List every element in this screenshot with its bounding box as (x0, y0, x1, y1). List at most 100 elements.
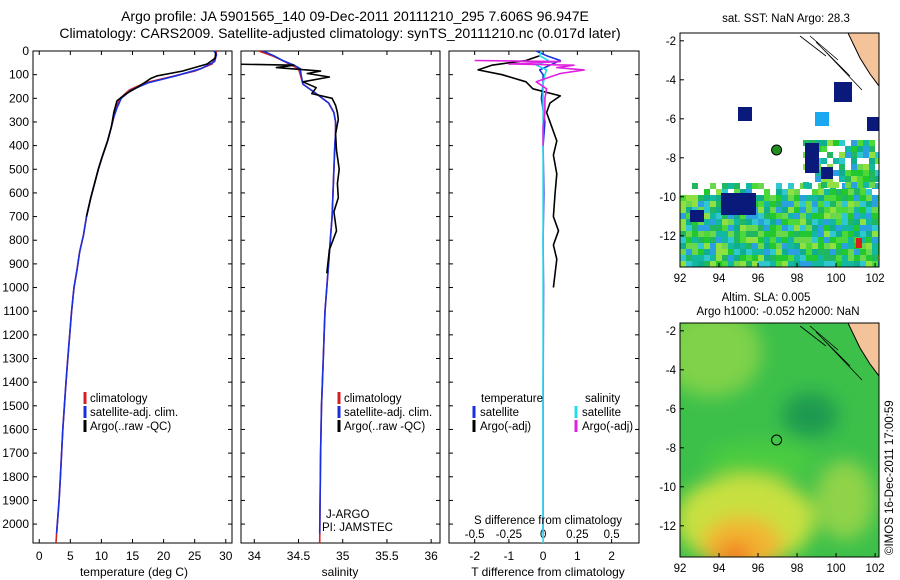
sst-cell (800, 225, 806, 231)
sst-cell (836, 213, 842, 219)
sla-map-ticks: 92 94 96 98 100 102 -2 -4 -6 -8 -10 -12 (659, 326, 884, 575)
sst-cell (770, 201, 776, 207)
sst-cell (839, 152, 845, 158)
sst-cell (872, 243, 878, 249)
sst-cell (866, 261, 872, 267)
sst-cell (806, 231, 812, 237)
sst-cell (758, 243, 764, 249)
sst-cell (830, 201, 836, 207)
map-y-tick-label: -4 (666, 75, 677, 87)
sst-cell (848, 225, 854, 231)
sst-cell (842, 201, 848, 207)
sst-cell (821, 140, 827, 146)
sst-cell (716, 255, 722, 261)
sst-cell (794, 207, 800, 213)
x-tick-label: 34.5 (287, 549, 311, 563)
sst-cell (839, 140, 845, 146)
sst-cell (800, 213, 806, 219)
sst-cell (854, 213, 860, 219)
sst-cell (740, 237, 746, 243)
sst-cell (800, 243, 806, 249)
sst-cell (686, 237, 692, 243)
sst-cell (839, 176, 845, 182)
sst-cell (851, 146, 857, 152)
sst-cell (863, 182, 869, 188)
sst-cell (860, 261, 866, 267)
sst-cell (704, 261, 710, 267)
sst-cell (728, 225, 734, 231)
sst-cell (686, 207, 692, 213)
sst-cell (848, 219, 854, 225)
sst-cell (812, 201, 818, 207)
sst-cell (734, 213, 740, 219)
sst-cell (776, 207, 782, 213)
sst-cell (830, 189, 836, 195)
sst-cell (752, 183, 758, 189)
series-line-climatology (258, 51, 337, 543)
sst-cell (764, 195, 770, 201)
sst-cell (794, 243, 800, 249)
difference-panel: -2 -1 0 1 2-0.5 -0.25 0 0.25 0.5 S difference fr… (448, 50, 640, 579)
sst-cell (704, 213, 710, 219)
sst-cell (812, 207, 818, 213)
sst-cell (788, 249, 794, 255)
sst-cell (776, 201, 782, 207)
sst-cell-missing (721, 193, 756, 215)
sst-cell (869, 152, 875, 158)
sst-cell (770, 261, 776, 267)
sst-cell (812, 237, 818, 243)
sst-cell (818, 201, 824, 207)
sst-cell (806, 243, 812, 249)
difference-plot-frame (448, 50, 640, 544)
sst-cell (752, 219, 758, 225)
sla-map-frame (679, 322, 880, 558)
sst-cell (704, 207, 710, 213)
sst-cell (782, 255, 788, 261)
temperature-legend: climatology satellite-adj. clim. Argo(..… (83, 392, 178, 433)
sst-cell (692, 225, 698, 231)
sst-cell (833, 140, 839, 146)
sst-cell (848, 249, 854, 255)
sst-cell (728, 249, 734, 255)
sst-cell (680, 261, 686, 267)
sst-cell (806, 261, 812, 267)
sst-cell (866, 195, 872, 201)
sst-cell (686, 201, 692, 207)
sst-cell (788, 255, 794, 261)
sst-cell (788, 261, 794, 267)
sst-cell (776, 231, 782, 237)
sst-cell (812, 213, 818, 219)
sst-cell (824, 189, 830, 195)
sst-cell (722, 225, 728, 231)
sst-cell (782, 243, 788, 249)
sst-cell (872, 249, 878, 255)
sst-cell (770, 207, 776, 213)
sst-cell (851, 176, 857, 182)
series-line-temperature-satellite (535, 51, 562, 534)
sst-cell (869, 176, 875, 182)
sst-cell (875, 170, 879, 176)
sst-cell (764, 249, 770, 255)
sst-cell (863, 176, 869, 182)
x-tick-label-temperature: -1 (504, 549, 515, 563)
sst-cell (740, 219, 746, 225)
sla-blob (705, 442, 815, 478)
sst-cell (863, 170, 869, 176)
sst-cell (776, 195, 782, 201)
sst-cell (818, 207, 824, 213)
sst-cell (680, 225, 686, 231)
sst-cell (794, 237, 800, 243)
sst-cell (815, 112, 829, 126)
sst-cell (821, 158, 827, 164)
sst-cell (758, 201, 764, 207)
sst-cell (869, 164, 875, 170)
sst-cell (794, 255, 800, 261)
sst-cell (857, 152, 863, 158)
series-line-climatology (55, 51, 218, 543)
sst-cell (866, 225, 872, 231)
sst-cell (806, 237, 812, 243)
sst-cell (842, 255, 848, 261)
sst-cell (764, 237, 770, 243)
sst-cell (710, 261, 716, 267)
map-x-tick-label: 98 (791, 563, 804, 575)
